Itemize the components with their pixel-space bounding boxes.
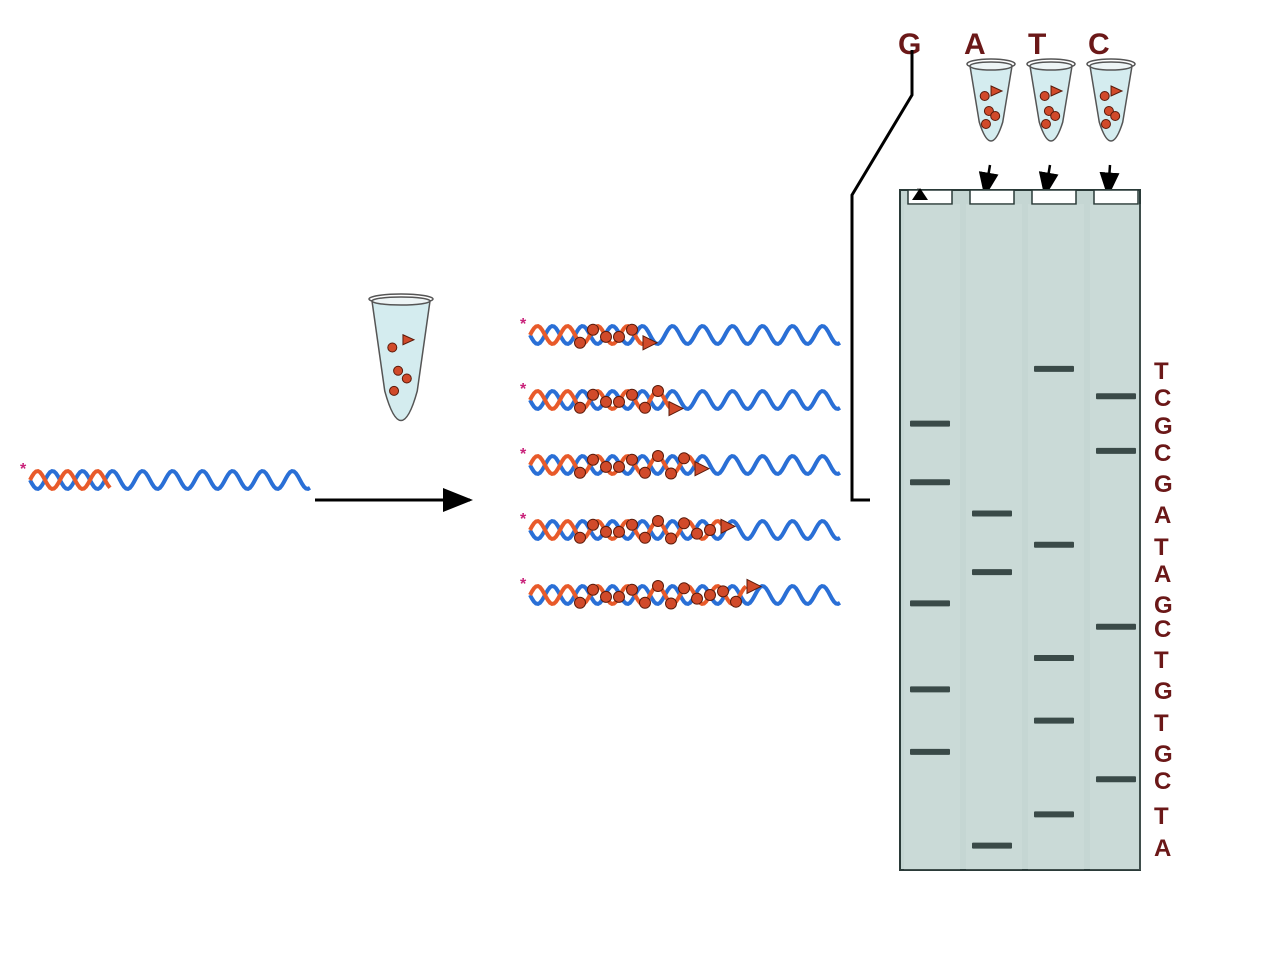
nucleotide-icon (588, 454, 599, 465)
gel-band (910, 749, 950, 755)
nucleotide-icon (588, 324, 599, 335)
gel-panel (900, 190, 1146, 870)
gel-band (972, 843, 1012, 849)
nucleotide-icon (575, 467, 586, 478)
nucleotide-icon (705, 590, 716, 601)
nucleotide-icon (666, 533, 677, 544)
nucleotide-icon (388, 343, 397, 352)
primer-label-asterisk: * (20, 461, 27, 478)
nucleotide-icon (692, 593, 703, 604)
primer-label-asterisk: * (520, 576, 527, 593)
nucleotide-icon (614, 461, 625, 472)
nucleotide-icon (705, 525, 716, 536)
nucleotide-icon (1111, 112, 1120, 121)
gel-band (1096, 776, 1136, 782)
microtube-icon (369, 294, 433, 421)
nucleotide-icon (575, 337, 586, 348)
nucleotide-icon (731, 596, 742, 607)
nucleotide-icon (627, 519, 638, 530)
microtube-icon (967, 59, 1015, 141)
nucleotide-icon (601, 526, 612, 537)
nucleotide-icon (588, 519, 599, 530)
nucleotide-icon (627, 389, 638, 400)
gel-band (972, 510, 1012, 516)
nucleotide-icon (640, 532, 651, 543)
gel-well (970, 190, 1014, 204)
nucleotide-icon (575, 402, 586, 413)
gel-band (1034, 366, 1074, 372)
microtube-icon (1087, 59, 1135, 141)
nucleotide-icon (614, 526, 625, 537)
gel-band (1034, 655, 1074, 661)
nucleotide-icon (575, 597, 586, 608)
nucleotide-icon (588, 389, 599, 400)
gel-band (1034, 718, 1074, 724)
nucleotide-icon (601, 396, 612, 407)
nucleotide-icon (640, 597, 651, 608)
gel-band (910, 600, 950, 606)
nucleotide-icon (679, 518, 690, 529)
nucleotide-icon (575, 532, 586, 543)
nucleotide-icon (627, 584, 638, 595)
gel-well (1094, 190, 1138, 204)
nucleotide-icon (601, 461, 612, 472)
primer-label-asterisk: * (520, 511, 527, 528)
nucleotide-icon (394, 366, 403, 375)
gel-band (910, 421, 950, 427)
nucleotide-icon (614, 591, 625, 602)
nucleotide-icon (588, 584, 599, 595)
primer-label-asterisk: * (520, 316, 527, 333)
gel-lane (904, 204, 960, 870)
nucleotide-icon (653, 516, 664, 527)
gel-lane (1090, 204, 1146, 870)
nucleotide-icon (679, 583, 690, 594)
nucleotide-icon (1041, 120, 1050, 129)
nucleotide-icon (1101, 120, 1110, 129)
gel-band (1096, 624, 1136, 630)
nucleotide-icon (981, 120, 990, 129)
gel-well (1032, 190, 1076, 204)
nucleotide-icon (601, 331, 612, 342)
nucleotide-icon (640, 467, 651, 478)
nucleotide-icon (402, 374, 411, 383)
nucleotide-icon (627, 454, 638, 465)
nucleotide-icon (390, 386, 399, 395)
nucleotide-icon (614, 331, 625, 342)
nucleotide-icon (980, 92, 989, 101)
microtube-icon (1027, 59, 1075, 141)
nucleotide-icon (653, 386, 664, 397)
nucleotide-icon (1040, 92, 1049, 101)
gel-lane (966, 204, 1022, 870)
nucleotide-icon (1051, 112, 1060, 121)
nucleotide-icon (1100, 92, 1109, 101)
nucleotide-icon (991, 112, 1000, 121)
nucleotide-icon (614, 396, 625, 407)
gel-band (1034, 811, 1074, 817)
nucleotide-icon (679, 453, 690, 464)
ddntp-terminator-icon (695, 462, 709, 476)
gel-band (1096, 393, 1136, 399)
primer-label-asterisk: * (520, 446, 527, 463)
nucleotide-icon (666, 468, 677, 479)
nucleotide-icon (653, 451, 664, 462)
diagram-canvas: * * * * * * (0, 0, 1265, 955)
gel-band (1096, 448, 1136, 454)
nucleotide-icon (640, 402, 651, 413)
nucleotide-icon (666, 598, 677, 609)
nucleotide-icon (692, 528, 703, 539)
gel-band (910, 686, 950, 692)
nucleotide-icon (718, 586, 729, 597)
nucleotide-icon (627, 324, 638, 335)
primer-label-asterisk: * (520, 381, 527, 398)
gel-band (910, 479, 950, 485)
gel-lane (1028, 204, 1084, 870)
nucleotide-icon (653, 581, 664, 592)
gel-band (972, 569, 1012, 575)
gel-band (1034, 542, 1074, 548)
nucleotide-icon (601, 591, 612, 602)
